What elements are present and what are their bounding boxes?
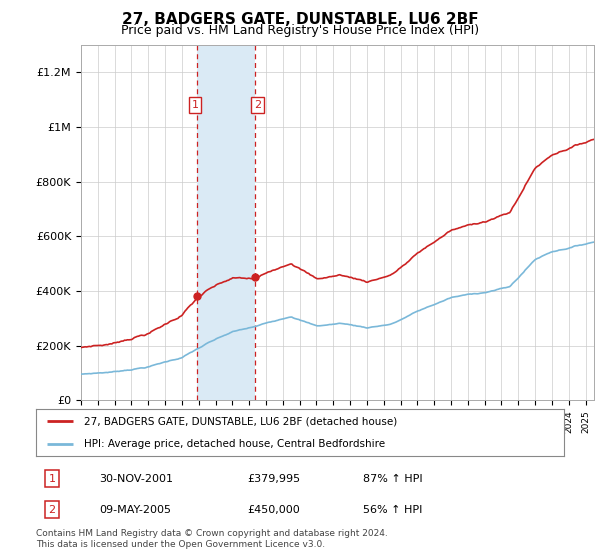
Text: Contains HM Land Registry data © Crown copyright and database right 2024.
This d: Contains HM Land Registry data © Crown c… xyxy=(36,529,388,549)
Text: 30-NOV-2001: 30-NOV-2001 xyxy=(100,474,173,484)
Text: 2: 2 xyxy=(48,505,55,515)
Bar xyxy=(197,45,255,400)
Text: Price paid vs. HM Land Registry's House Price Index (HPI): Price paid vs. HM Land Registry's House … xyxy=(121,24,479,36)
Text: 56% ↑ HPI: 56% ↑ HPI xyxy=(364,505,423,515)
Text: 27, BADGERS GATE, DUNSTABLE, LU6 2BF: 27, BADGERS GATE, DUNSTABLE, LU6 2BF xyxy=(122,12,478,27)
Text: 2: 2 xyxy=(254,100,262,110)
Text: 27, BADGERS GATE, DUNSTABLE, LU6 2BF (detached house): 27, BADGERS GATE, DUNSTABLE, LU6 2BF (de… xyxy=(83,416,397,426)
Text: 1: 1 xyxy=(49,474,55,484)
Text: 1: 1 xyxy=(191,100,199,110)
Text: 87% ↑ HPI: 87% ↑ HPI xyxy=(364,474,423,484)
Text: £379,995: £379,995 xyxy=(247,474,301,484)
Text: £450,000: £450,000 xyxy=(247,505,300,515)
Text: 09-MAY-2005: 09-MAY-2005 xyxy=(100,505,172,515)
Text: HPI: Average price, detached house, Central Bedfordshire: HPI: Average price, detached house, Cent… xyxy=(83,439,385,449)
